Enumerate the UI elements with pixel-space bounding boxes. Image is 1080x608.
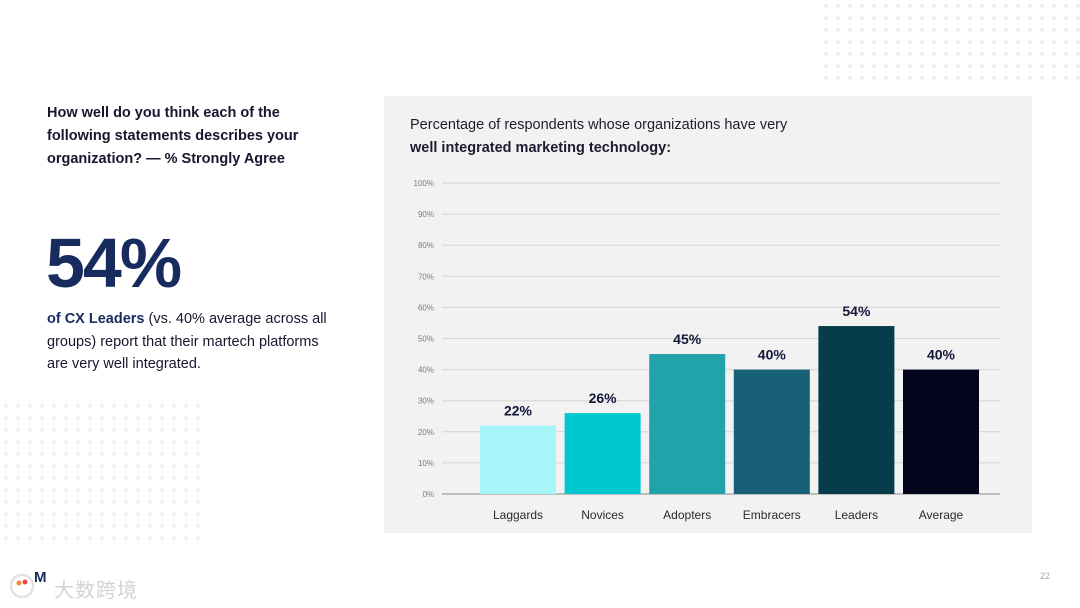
- bar: [733, 369, 810, 494]
- bar: [649, 354, 726, 494]
- bar-value-label: 54%: [842, 303, 871, 319]
- watermark-text: 大数跨境: [54, 580, 138, 602]
- company-logo-icon: M: [9, 569, 47, 599]
- bar: [903, 369, 979, 494]
- statistic-description: of CX Leaders (vs. 40% average across al…: [47, 308, 337, 376]
- y-tick-label: 40%: [418, 366, 434, 375]
- chart-title-line1: Percentage of respondents whose organiza…: [410, 117, 788, 133]
- decorative-dot-pattern-top: [820, 0, 1080, 80]
- survey-question: How well do you think each of the follow…: [47, 105, 299, 167]
- y-tick-label: 30%: [418, 397, 434, 406]
- page-number: 22: [1040, 571, 1051, 581]
- x-category-label: Adopters: [663, 508, 711, 522]
- y-tick-label: 50%: [418, 335, 434, 344]
- y-tick-label: 20%: [418, 428, 434, 437]
- bar: [818, 326, 895, 494]
- bar: [564, 413, 641, 494]
- y-tick-label: 0%: [422, 490, 434, 499]
- x-category-label: Novices: [581, 508, 624, 522]
- x-category-label: Leaders: [835, 508, 878, 522]
- x-category-label: Laggards: [493, 508, 543, 522]
- chart-title: Percentage of respondents whose organiza…: [410, 114, 970, 160]
- y-tick-label: 100%: [414, 179, 434, 188]
- y-tick-label: 10%: [418, 459, 434, 468]
- headline-statistic: 54%: [46, 224, 182, 302]
- bar-chart: 0% 10% 20% 30% 40% 50% 60% 70% 80% 90% 100% 22% Lagg…: [414, 179, 1000, 522]
- decorative-dot-pattern-bottom: [0, 400, 200, 540]
- y-tick-label: 90%: [418, 210, 434, 219]
- y-tick-label: 60%: [418, 303, 434, 312]
- bar-value-label: 26%: [589, 390, 618, 406]
- y-tick-label: 80%: [418, 241, 434, 250]
- x-category-label: Embracers: [743, 508, 801, 522]
- bar-value-label: 40%: [758, 347, 787, 363]
- statistic-detail: (vs. 40% average across all groups) repo…: [47, 311, 327, 372]
- x-category-label: Average: [919, 508, 964, 522]
- logo-letter: M: [34, 569, 47, 586]
- chart-title-line2: well integrated marketing technology:: [410, 140, 672, 156]
- y-tick-label: 70%: [418, 272, 434, 281]
- bar-value-label: 22%: [504, 403, 533, 419]
- statistic-highlight: of CX Leaders: [47, 311, 145, 327]
- bar-value-label: 45%: [673, 331, 702, 347]
- bar: [480, 425, 556, 494]
- bar-value-label: 40%: [927, 347, 956, 363]
